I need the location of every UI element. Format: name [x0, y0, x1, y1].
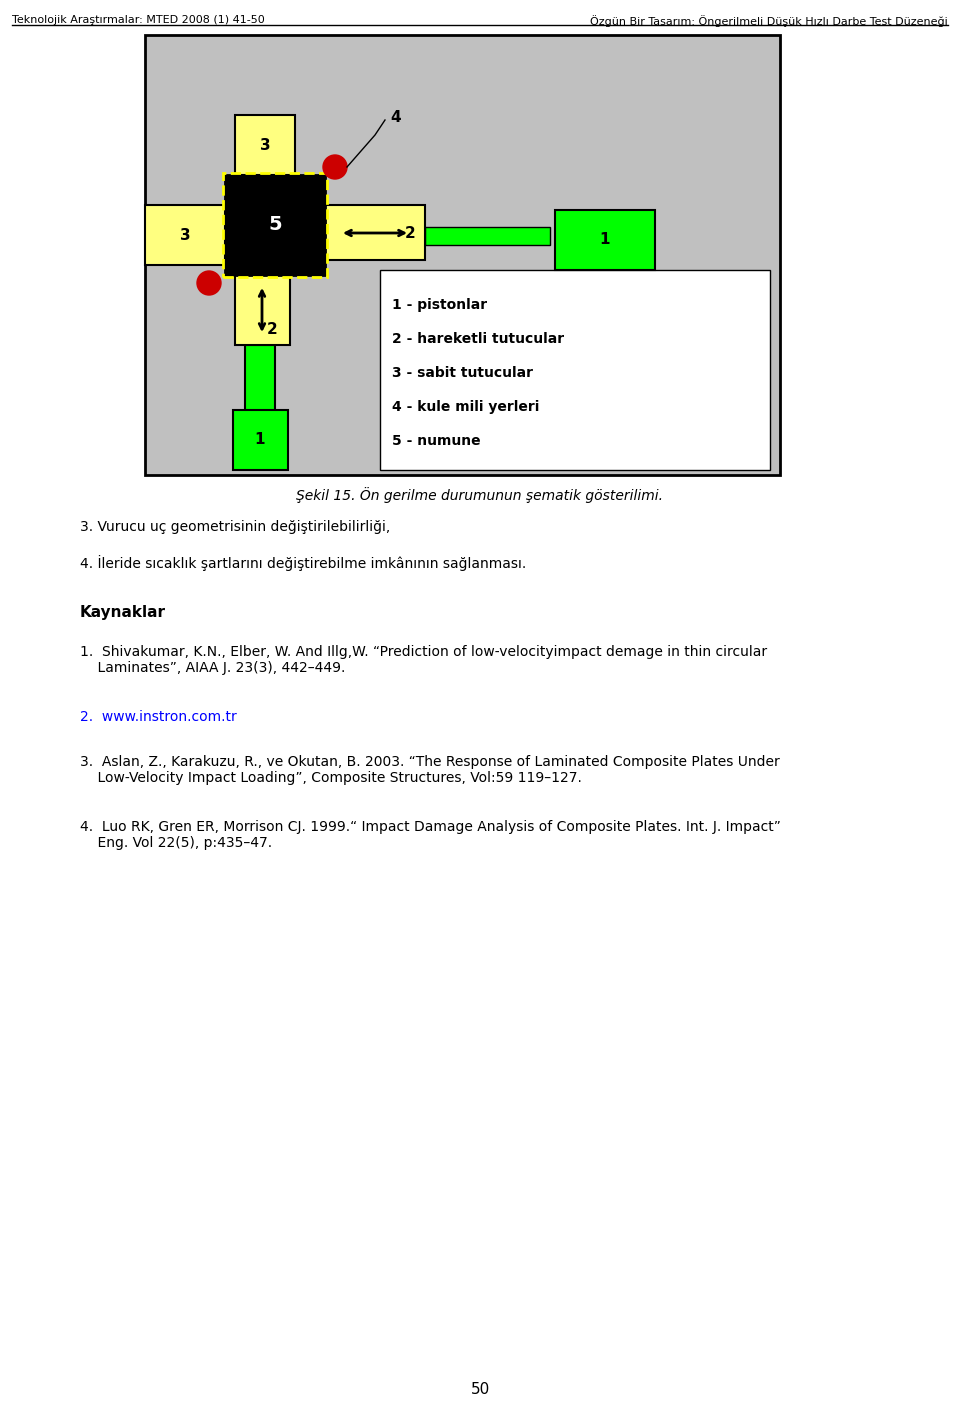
Text: 2 - hareketli tutucular: 2 - hareketli tutucular: [392, 333, 564, 347]
Text: 1: 1: [254, 433, 265, 447]
Bar: [223, 173, 327, 277]
Text: 3. Vurucu uç geometrisinin değiştirilebilirliği,: 3. Vurucu uç geometrisinin değiştirilebi…: [80, 519, 391, 533]
Text: 3.  Aslan, Z., Karakuzu, R., ve Okutan, B. 2003. “The Response of Laminated Comp: 3. Aslan, Z., Karakuzu, R., ve Okutan, B…: [80, 756, 780, 785]
Text: 3 - sabit tutucular: 3 - sabit tutucular: [392, 366, 533, 381]
Text: 2: 2: [267, 323, 277, 338]
Bar: [145, 35, 780, 475]
Text: Şekil 15. Ön gerilme durumunun şematik gösterilimi.: Şekil 15. Ön gerilme durumunun şematik g…: [297, 487, 663, 502]
Bar: [425, 226, 550, 245]
Text: 1.  Shivakumar, K.N., Elber, W. And Illg,W. “Prediction of low-velocityimpact de: 1. Shivakumar, K.N., Elber, W. And Illg,…: [80, 645, 767, 675]
Bar: [225, 175, 325, 275]
Text: 3: 3: [260, 137, 271, 153]
Text: 4 - kule mili yerleri: 4 - kule mili yerleri: [392, 400, 540, 415]
Text: 4.  Luo RK, Gren ER, Morrison CJ. 1999.“ Impact Damage Analysis of Composite Pla: 4. Luo RK, Gren ER, Morrison CJ. 1999.“ …: [80, 821, 780, 850]
Circle shape: [323, 156, 347, 180]
Text: 50: 50: [470, 1382, 490, 1397]
Circle shape: [197, 272, 221, 294]
Text: 3: 3: [180, 228, 190, 242]
Bar: [245, 345, 275, 456]
Text: Teknolojik Araştırmalar: MTED 2008 (1) 41-50: Teknolojik Araştırmalar: MTED 2008 (1) 4…: [12, 16, 265, 25]
Bar: [380, 270, 770, 470]
Text: 4: 4: [390, 109, 400, 125]
Text: Kaynaklar: Kaynaklar: [80, 606, 166, 620]
Text: 5: 5: [268, 215, 282, 235]
Text: 1: 1: [600, 232, 611, 248]
Bar: [555, 209, 655, 270]
Text: 4. İleride sıcaklık şartlarını değiştirebilme imkânının sağlanması.: 4. İleride sıcaklık şartlarını değiştire…: [80, 555, 526, 572]
Bar: [233, 410, 288, 470]
Text: Özgün Bir Tasarım: Öngerilmeli Düşük Hızlı Darbe Test Düzeneği: Özgün Bir Tasarım: Öngerilmeli Düşük Hız…: [590, 16, 948, 27]
Bar: [325, 205, 425, 260]
Bar: [235, 275, 290, 345]
Text: 5 - numune: 5 - numune: [392, 434, 481, 449]
Bar: [235, 115, 295, 175]
Text: 2: 2: [404, 225, 416, 241]
Text: 2.  www.instron.com.tr: 2. www.instron.com.tr: [80, 710, 237, 724]
Text: 1 - pistonlar: 1 - pistonlar: [392, 299, 487, 311]
Bar: [145, 205, 225, 265]
